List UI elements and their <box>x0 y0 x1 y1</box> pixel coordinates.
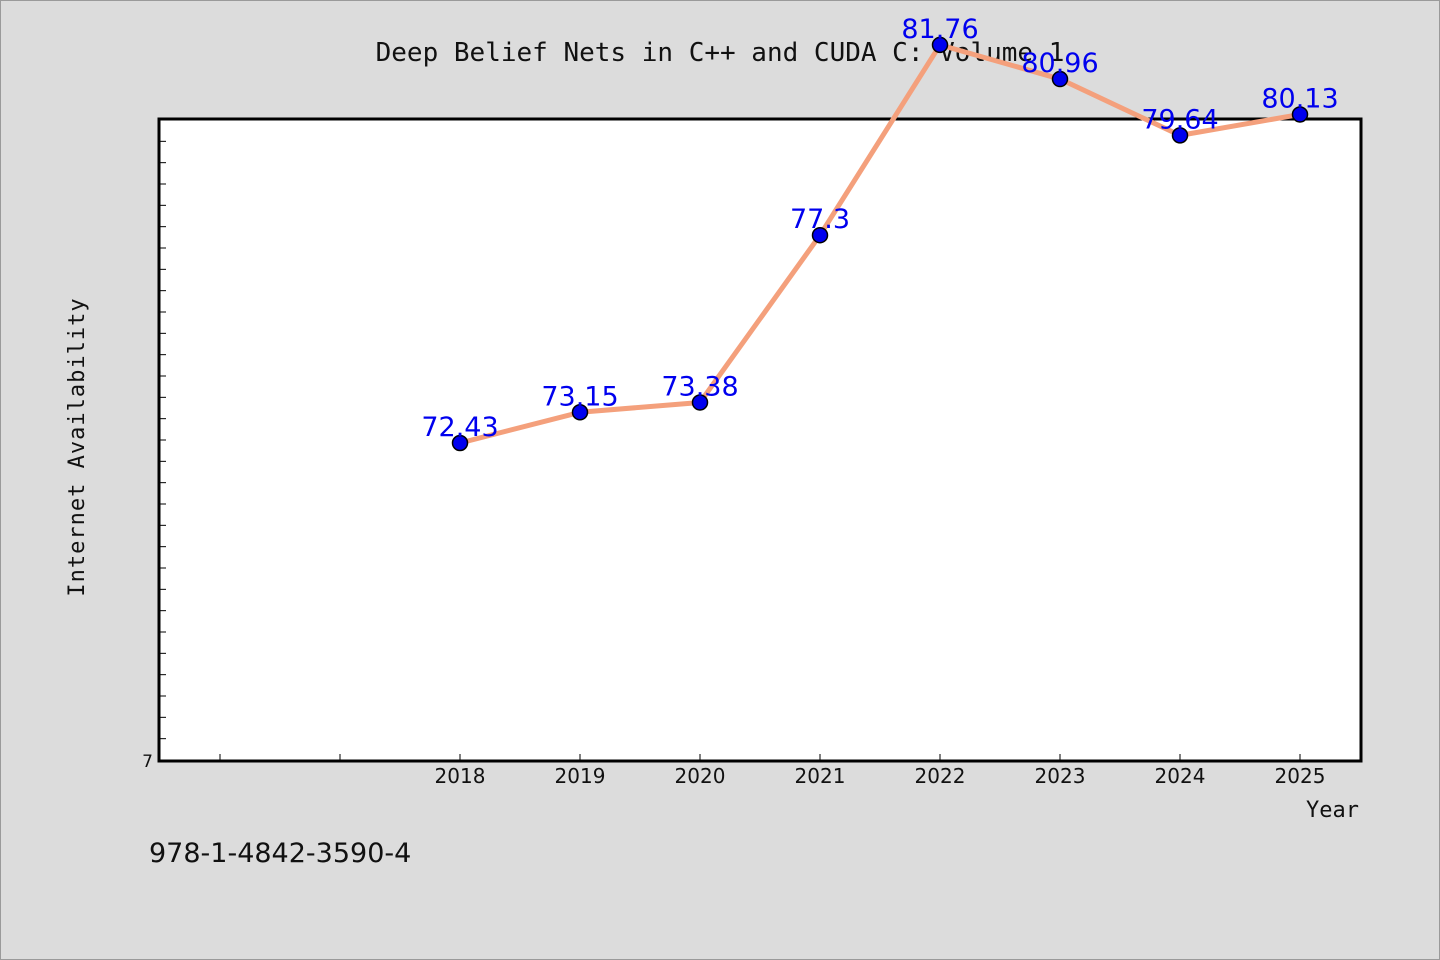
data-point <box>1291 106 1309 123</box>
data-label: 81.76 <box>901 14 978 45</box>
data-label: 73.15 <box>541 381 618 412</box>
chart-title: Deep Belief Nets in C++ and CUDA C: Volu… <box>376 38 1065 68</box>
data-label: 80.13 <box>1261 83 1338 114</box>
x-ticks <box>219 754 1301 760</box>
data-markers <box>451 36 1309 452</box>
data-label: 77.3 <box>790 204 850 235</box>
x-tick-label: 2022 <box>915 764 966 788</box>
data-labels: 72.43 73.15 73.38 77.3 81.76 80.96 79.64 80.13 <box>421 14 1338 443</box>
data-label: 73.38 <box>661 371 738 402</box>
data-label: 80.96 <box>1021 48 1098 79</box>
x-tick-label: 2018 <box>435 764 486 788</box>
x-tick-labels: 2018 2019 2020 2021 2022 2023 2024 2025 <box>435 764 1326 788</box>
y-ticks <box>160 140 166 740</box>
x-tick-label: 2023 <box>1035 764 1086 788</box>
data-label: 79.64 <box>1141 104 1218 135</box>
x-tick-label: 2025 <box>1275 764 1326 788</box>
x-tick-label: 2020 <box>675 764 726 788</box>
data-point <box>571 404 589 421</box>
x-tick-label: 2021 <box>795 764 846 788</box>
series-line <box>457 42 1303 446</box>
x-axis-label: Year <box>1306 798 1359 823</box>
plot-area <box>157 117 1363 763</box>
data-point <box>691 394 709 411</box>
line-series <box>457 42 1303 446</box>
data-point <box>1171 127 1189 144</box>
isbn-label: 978-1-4842-3590-4 <box>149 838 411 869</box>
data-point <box>931 36 949 54</box>
data-point <box>451 434 469 452</box>
x-tick-label: 2024 <box>1155 764 1206 788</box>
y-axis-label: Internet Availability <box>65 297 90 596</box>
data-label: 72.43 <box>421 412 498 443</box>
data-point <box>1051 70 1069 88</box>
x-tick-label: 2019 <box>555 764 606 788</box>
data-point <box>811 226 829 244</box>
y-tick-label: 7 <box>142 752 153 772</box>
